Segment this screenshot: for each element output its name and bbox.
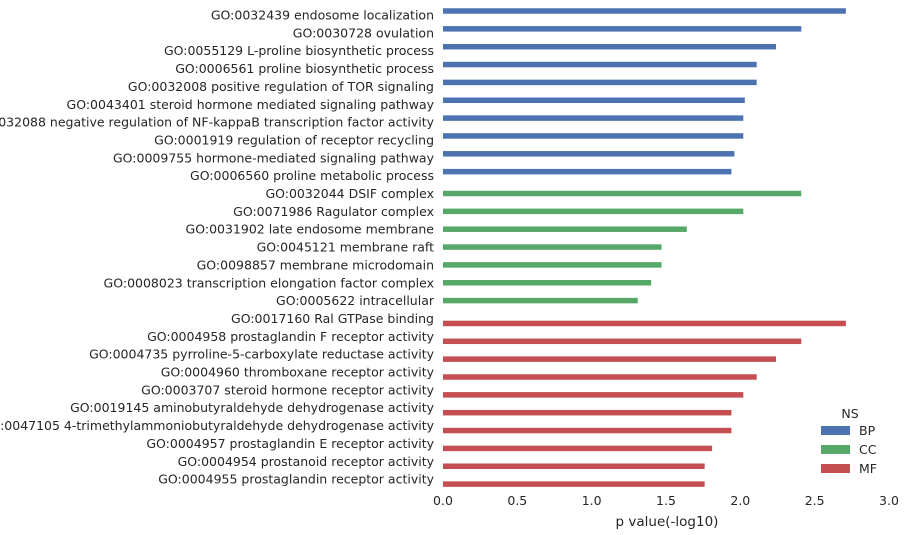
x-tick-label: 1.0 xyxy=(582,493,602,508)
legend-swatch xyxy=(821,426,850,435)
x-tick-label: 0.5 xyxy=(507,493,527,508)
bar xyxy=(443,463,705,469)
legend-entries: BP CC MF xyxy=(821,423,877,476)
bar xyxy=(443,115,744,121)
bar xyxy=(443,392,744,398)
category-label: GO:0004957 prostaglandin E receptor acti… xyxy=(146,436,434,451)
x-tick-label: 2.0 xyxy=(730,493,750,508)
bar xyxy=(443,409,732,416)
category-label: GO:0032008 positive regulation of TOR si… xyxy=(128,79,434,94)
category-labels: GO:0032439 endosome localization GO:00307… xyxy=(0,8,435,487)
category-label: GO:0019145 aminobutyraldehyde dehydrogen… xyxy=(70,400,434,415)
bar xyxy=(443,356,777,362)
bar xyxy=(443,374,757,380)
category-label: GO:0071986 Ragulator complex xyxy=(233,204,434,219)
x-tick-label: 2.5 xyxy=(805,493,825,508)
category-label: GO:0098857 membrane microdomain xyxy=(197,257,434,272)
bar xyxy=(443,26,802,32)
category-label: GO:0004960 thromboxane receptor activity xyxy=(161,365,435,380)
category-label: GO:0009755 hormone-mediated signaling pa… xyxy=(113,150,435,165)
bar xyxy=(443,79,757,86)
category-label: GO:0004954 prostanoid receptor activity xyxy=(178,454,435,469)
category-label: GO:0031902 late endosome membrane xyxy=(186,222,435,237)
category-label: GO:0032044 DSIF complex xyxy=(265,186,434,201)
bar xyxy=(443,427,732,434)
category-label: GO:0003707 steroid hormone receptor acti… xyxy=(141,382,434,397)
category-label: GO:0047105 4-trimethylammoniobutyraldehy… xyxy=(0,418,435,433)
bar xyxy=(443,244,662,250)
category-label: GO:0055129 L-proline biosynthetic proces… xyxy=(164,43,434,58)
category-label: GO:0005622 intracellular xyxy=(276,293,435,308)
legend-swatch xyxy=(821,464,850,473)
category-label: GO:0001919 regulation of receptor recycl… xyxy=(154,132,434,147)
legend-label: MF xyxy=(859,461,877,476)
legend-label: BP xyxy=(859,423,876,438)
bars-group xyxy=(443,8,846,487)
bar xyxy=(443,262,662,268)
legend-swatch xyxy=(821,445,850,454)
category-label: GO:0030728 ovulation xyxy=(293,25,434,40)
bar xyxy=(443,151,735,157)
bar xyxy=(443,8,846,14)
bar xyxy=(443,208,744,215)
bar xyxy=(443,226,687,232)
bar xyxy=(443,133,744,139)
bar xyxy=(443,481,705,487)
x-tick-label: 1.5 xyxy=(656,493,676,508)
bar xyxy=(443,445,713,452)
bar xyxy=(443,320,846,327)
legend-title: NS xyxy=(841,406,858,421)
x-axis-ticks: 0.0 0.5 1.0 1.5 2.0 2.5 3.0 xyxy=(433,493,899,508)
x-axis-label: p value(-log10) xyxy=(616,514,719,530)
category-label: GO:0045121 membrane raft xyxy=(257,240,435,255)
x-tick-label: 0.0 xyxy=(433,493,453,508)
category-label: GO:0032439 endosome localization xyxy=(211,8,434,23)
category-label: GO:0032088 negative regulation of NF-kap… xyxy=(0,115,435,130)
bar xyxy=(443,168,732,175)
bar xyxy=(443,43,777,50)
category-label: GO:0004958 prostaglandin F receptor acti… xyxy=(147,329,435,344)
x-tick-label: 3.0 xyxy=(879,493,899,508)
category-label: GO:0006560 proline metabolic process xyxy=(190,168,434,183)
bar xyxy=(443,338,802,345)
category-label: GO:0004735 pyrroline-5-carboxylate reduc… xyxy=(89,347,435,362)
bar xyxy=(443,61,757,68)
category-label: GO:0008023 transcription elongation fact… xyxy=(104,275,434,290)
legend-label: CC xyxy=(859,442,877,457)
category-label: GO:0043401 steroid hormone mediated sign… xyxy=(67,97,435,112)
bar xyxy=(443,297,638,304)
category-label: GO:0017160 Ral GTPase binding xyxy=(231,311,434,326)
category-label: GO:0004955 prostaglandin receptor activi… xyxy=(158,472,434,487)
legend: NS BP CC MF xyxy=(821,406,877,476)
category-label: GO:0006561 proline biosynthetic process xyxy=(175,61,434,76)
bar xyxy=(443,280,652,286)
bar xyxy=(443,190,802,197)
bar xyxy=(443,97,745,103)
